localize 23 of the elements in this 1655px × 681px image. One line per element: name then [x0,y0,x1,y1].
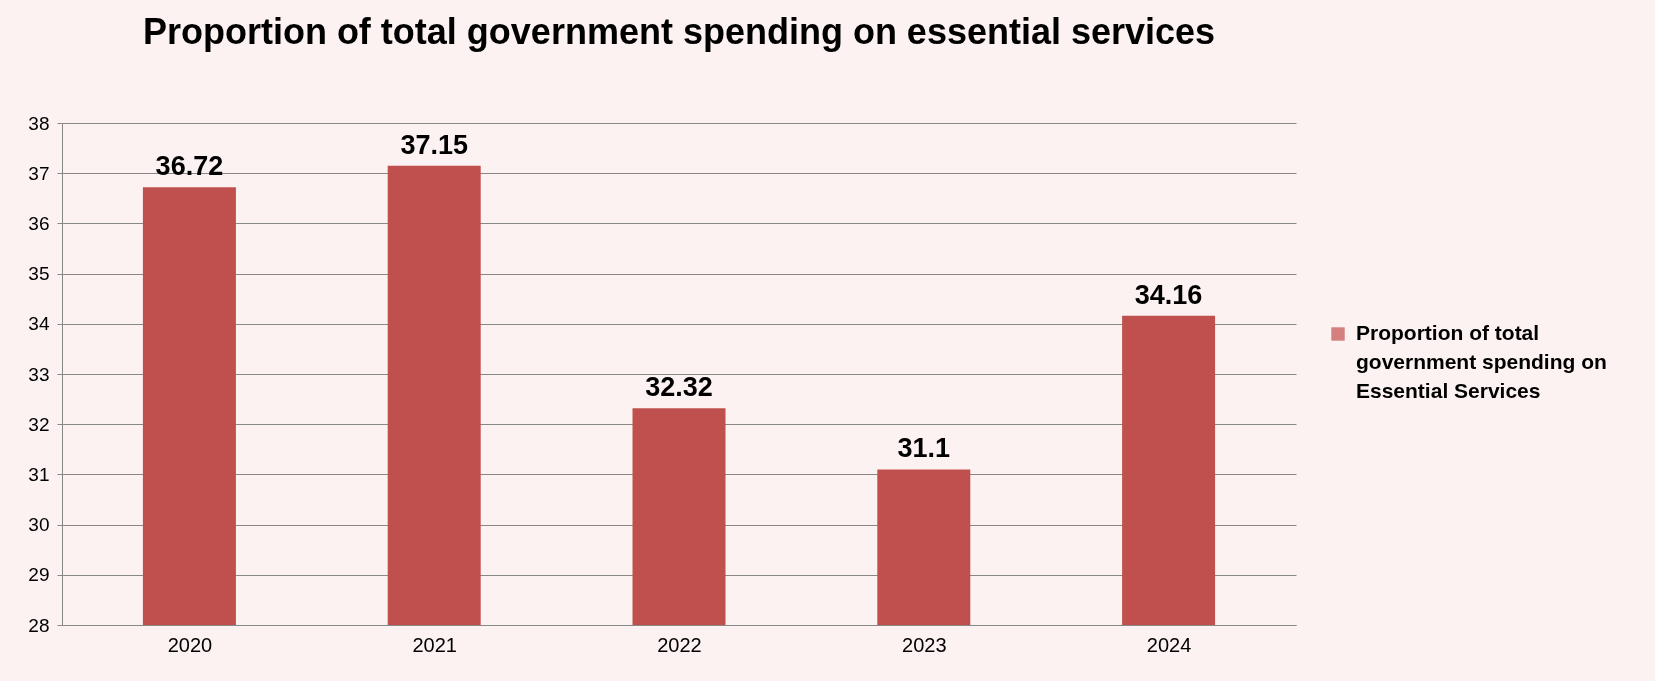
x-tick-label: 2024 [1146,633,1192,656]
y-tick-label: 30 [28,514,50,536]
data-label: 37.15 [400,129,468,160]
y-tick-label: 34 [28,313,50,335]
y-tick-label: 35 [28,263,50,285]
chart-title: Proportion of total government spending on essential services [142,11,1216,52]
x-tick-label: 2023 [902,633,947,656]
y-tick-label: 29 [28,564,50,586]
data-label: 32.32 [645,372,713,403]
data-label: 34.16 [1134,279,1203,310]
data-label: 36.72 [155,151,224,182]
y-tick-label: 37 [28,162,50,184]
y-tick-label: 31 [28,463,50,485]
y-tick-label: 38 [28,112,50,134]
y-tick-label: 28 [28,614,50,636]
y-tick-label: 33 [28,363,50,385]
y-tick-label: 36 [28,212,50,234]
x-tick-label: 2022 [657,633,702,656]
x-tick-label: 2021 [412,633,457,656]
data-label: 31.1 [897,433,951,464]
legend-label: Proportion of total government spending on Essential Services [1356,321,1607,402]
x-tick-label: 2020 [167,633,213,656]
y-tick-label: 32 [28,413,50,435]
